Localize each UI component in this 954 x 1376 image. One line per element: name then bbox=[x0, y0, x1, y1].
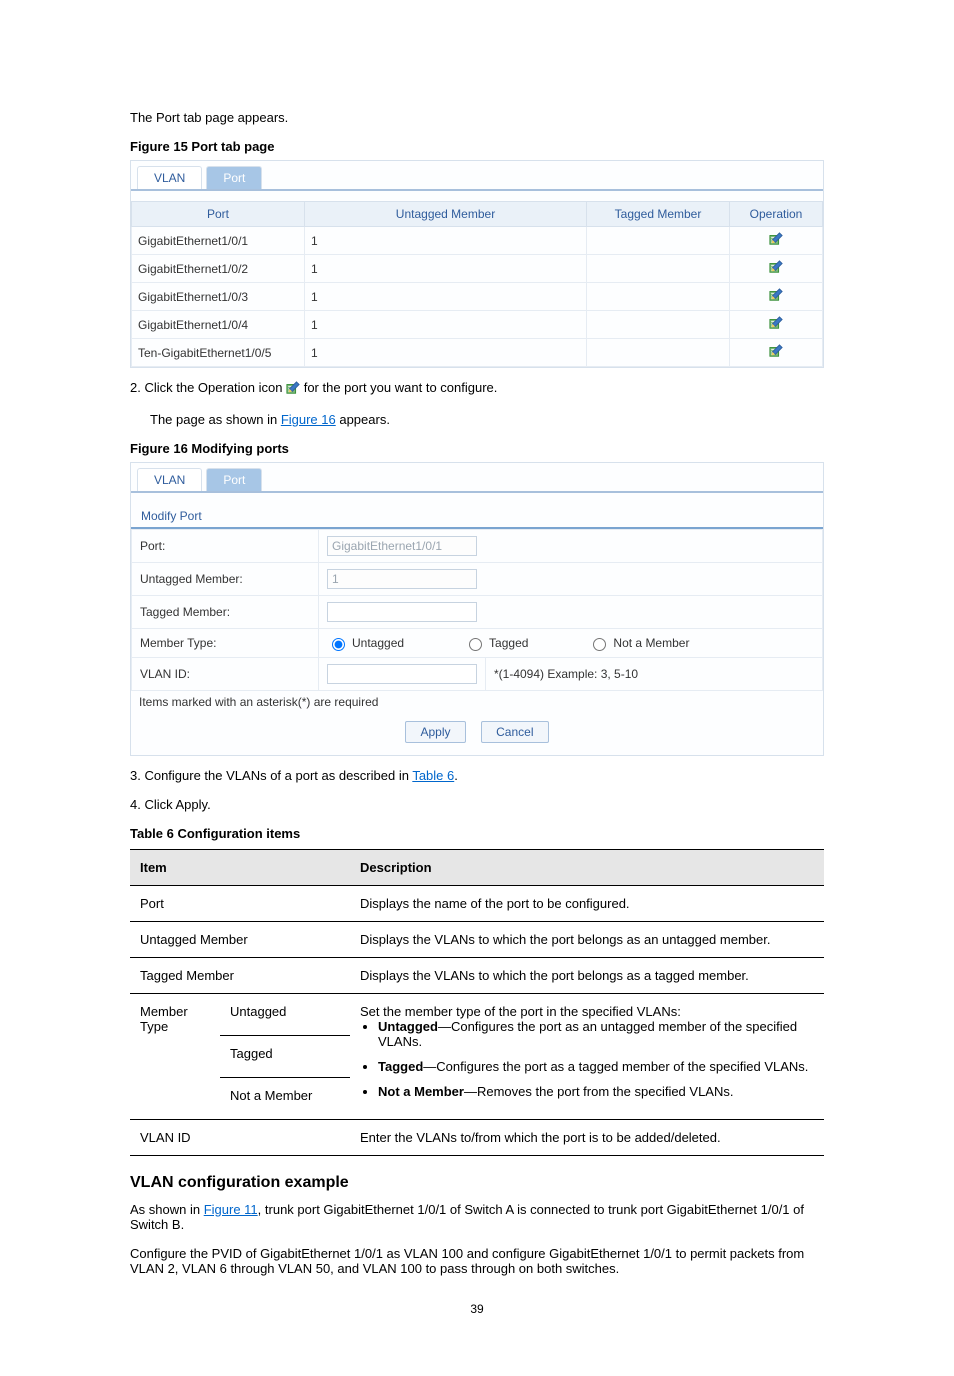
cell-tagged bbox=[587, 283, 730, 311]
radio-tagged[interactable]: Tagged bbox=[464, 635, 528, 651]
col-untagged: Untagged Member bbox=[305, 202, 587, 227]
radio-untagged[interactable]: Untagged bbox=[327, 635, 404, 651]
cfg-item-untagged: Untagged Member bbox=[130, 922, 350, 958]
screenshot-modify-port: VLAN Port Modify Port Port: Untagged Mem… bbox=[130, 462, 824, 756]
cfg-subitem-untagged: Untagged bbox=[220, 994, 350, 1036]
tab-strip: VLAN Port bbox=[131, 161, 823, 191]
tab-port-2[interactable]: Port bbox=[206, 468, 262, 491]
tab-vlan[interactable]: VLAN bbox=[137, 166, 202, 189]
cfg-item-member-type: Member Type bbox=[130, 994, 220, 1120]
bullet-item: Tagged—Configures the port as a tagged m… bbox=[378, 1059, 814, 1074]
label-tagged: Tagged Member: bbox=[132, 596, 319, 629]
tagged-field[interactable] bbox=[327, 602, 477, 622]
vlan-id-hint: *(1-4094) Example: 3, 5-10 bbox=[486, 658, 823, 691]
cell-untagged: 1 bbox=[305, 255, 587, 283]
cfg-item-tagged: Tagged Member bbox=[130, 958, 350, 994]
edit-icon[interactable] bbox=[769, 232, 783, 249]
edit-icon[interactable] bbox=[769, 316, 783, 333]
table-row: GigabitEthernet1/0/41 bbox=[132, 311, 823, 339]
configuration-items-table: Item Description Port Displays the name … bbox=[130, 849, 824, 1156]
cfg-desc-tagged: Displays the VLANs to which the port bel… bbox=[350, 958, 824, 994]
edit-icon[interactable] bbox=[769, 288, 783, 305]
para-figure16-ref: The page as shown in Figure 16 appears. bbox=[150, 412, 824, 427]
label-vlan-id: VLAN ID: bbox=[132, 658, 319, 691]
step2-prefix: 2. Click the Operation icon bbox=[130, 380, 286, 395]
table-row: GigabitEthernet1/0/31 bbox=[132, 283, 823, 311]
col-tagged: Tagged Member bbox=[587, 202, 730, 227]
cfg-subitem-tagged: Tagged bbox=[220, 1036, 350, 1078]
table-row: Ten-GigabitEthernet1/0/51 bbox=[132, 339, 823, 367]
tab-strip-2: VLAN Port bbox=[131, 463, 823, 493]
cfg-header-desc: Description bbox=[350, 850, 824, 886]
table-row: GigabitEthernet1/0/11 bbox=[132, 227, 823, 255]
cell-untagged: 1 bbox=[305, 283, 587, 311]
cell-tagged bbox=[587, 339, 730, 367]
cell-port: Ten-GigabitEthernet1/0/5 bbox=[132, 339, 305, 367]
cancel-button[interactable]: Cancel bbox=[481, 721, 548, 743]
apply-button[interactable]: Apply bbox=[405, 721, 465, 743]
cfg-desc-member-type: Set the member type of the port in the s… bbox=[350, 994, 824, 1120]
table6-caption: Table 6 Configuration items bbox=[130, 826, 824, 841]
tab-vlan-2[interactable]: VLAN bbox=[137, 468, 202, 491]
table-row: GigabitEthernet1/0/21 bbox=[132, 255, 823, 283]
edit-icon[interactable] bbox=[769, 344, 783, 361]
edit-icon[interactable] bbox=[769, 260, 783, 277]
cfg-desc-vlan-id: Enter the VLANs to/from which the port i… bbox=[350, 1120, 824, 1156]
step2-text: 2. Click the Operation icon for the port… bbox=[130, 380, 824, 398]
cell-port: GigabitEthernet1/0/2 bbox=[132, 255, 305, 283]
step2-suffix: for the port you want to configure. bbox=[304, 380, 498, 395]
cfg-header-item: Item bbox=[130, 850, 350, 886]
cell-port: GigabitEthernet1/0/1 bbox=[132, 227, 305, 255]
table6-link[interactable]: Table 6 bbox=[412, 768, 454, 783]
cfg-item-port: Port bbox=[130, 886, 350, 922]
cfg-subitem-not-member: Not a Member bbox=[220, 1078, 350, 1120]
cell-tagged bbox=[587, 311, 730, 339]
screenshot-port-tab: VLAN Port Port Untagged Member Tagged Me… bbox=[130, 160, 824, 368]
label-port: Port: bbox=[132, 530, 319, 563]
port-field bbox=[327, 536, 477, 556]
cell-port: GigabitEthernet1/0/4 bbox=[132, 311, 305, 339]
figure15-caption: Figure 15 Port tab page bbox=[130, 139, 824, 154]
radio-not-member[interactable]: Not a Member bbox=[588, 635, 689, 651]
cell-untagged: 1 bbox=[305, 227, 587, 255]
page-number: 39 bbox=[130, 1302, 824, 1316]
cell-untagged: 1 bbox=[305, 311, 587, 339]
step3-text: 3. Configure the VLANs of a port as desc… bbox=[130, 768, 824, 783]
cell-port: GigabitEthernet1/0/3 bbox=[132, 283, 305, 311]
port-table: Port Untagged Member Tagged Member Opera… bbox=[131, 201, 823, 367]
vlan-id-field[interactable] bbox=[327, 664, 477, 684]
modify-port-title: Modify Port bbox=[131, 493, 823, 529]
untagged-field bbox=[327, 569, 477, 589]
figure16-caption: Figure 16 Modifying ports bbox=[130, 441, 824, 456]
figure16-link[interactable]: Figure 16 bbox=[281, 412, 336, 427]
step4-text: 4. Click Apply. bbox=[130, 797, 824, 812]
cell-tagged bbox=[587, 227, 730, 255]
bullet-item: Untagged—Configures the port as an untag… bbox=[378, 1019, 814, 1049]
cfg-item-vlan-id: VLAN ID bbox=[130, 1120, 350, 1156]
example-task: Configure the PVID of GigabitEthernet 1/… bbox=[130, 1246, 824, 1276]
example-para1: As shown in Figure 11, trunk port Gigabi… bbox=[130, 1202, 824, 1232]
vlan-config-example-heading: VLAN configuration example bbox=[130, 1174, 824, 1192]
label-member-type: Member Type: bbox=[132, 629, 319, 658]
edit-icon bbox=[286, 381, 300, 398]
tab-port[interactable]: Port bbox=[206, 166, 262, 189]
col-port: Port bbox=[132, 202, 305, 227]
cell-untagged: 1 bbox=[305, 339, 587, 367]
cfg-desc-untagged: Displays the VLANs to which the port bel… bbox=[350, 922, 824, 958]
required-note: Items marked with an asterisk(*) are req… bbox=[131, 691, 823, 713]
bullet-item: Not a Member—Removes the port from the s… bbox=[378, 1084, 814, 1099]
col-operation: Operation bbox=[730, 202, 823, 227]
para-port-tab-appears: The Port tab page appears. bbox=[130, 110, 824, 125]
modify-port-form: Port: Untagged Member: Tagged Member: Me… bbox=[131, 529, 823, 691]
figure11-link[interactable]: Figure 11 bbox=[204, 1202, 258, 1217]
cfg-desc-port: Displays the name of the port to be conf… bbox=[350, 886, 824, 922]
cell-tagged bbox=[587, 255, 730, 283]
label-untagged: Untagged Member: bbox=[132, 563, 319, 596]
